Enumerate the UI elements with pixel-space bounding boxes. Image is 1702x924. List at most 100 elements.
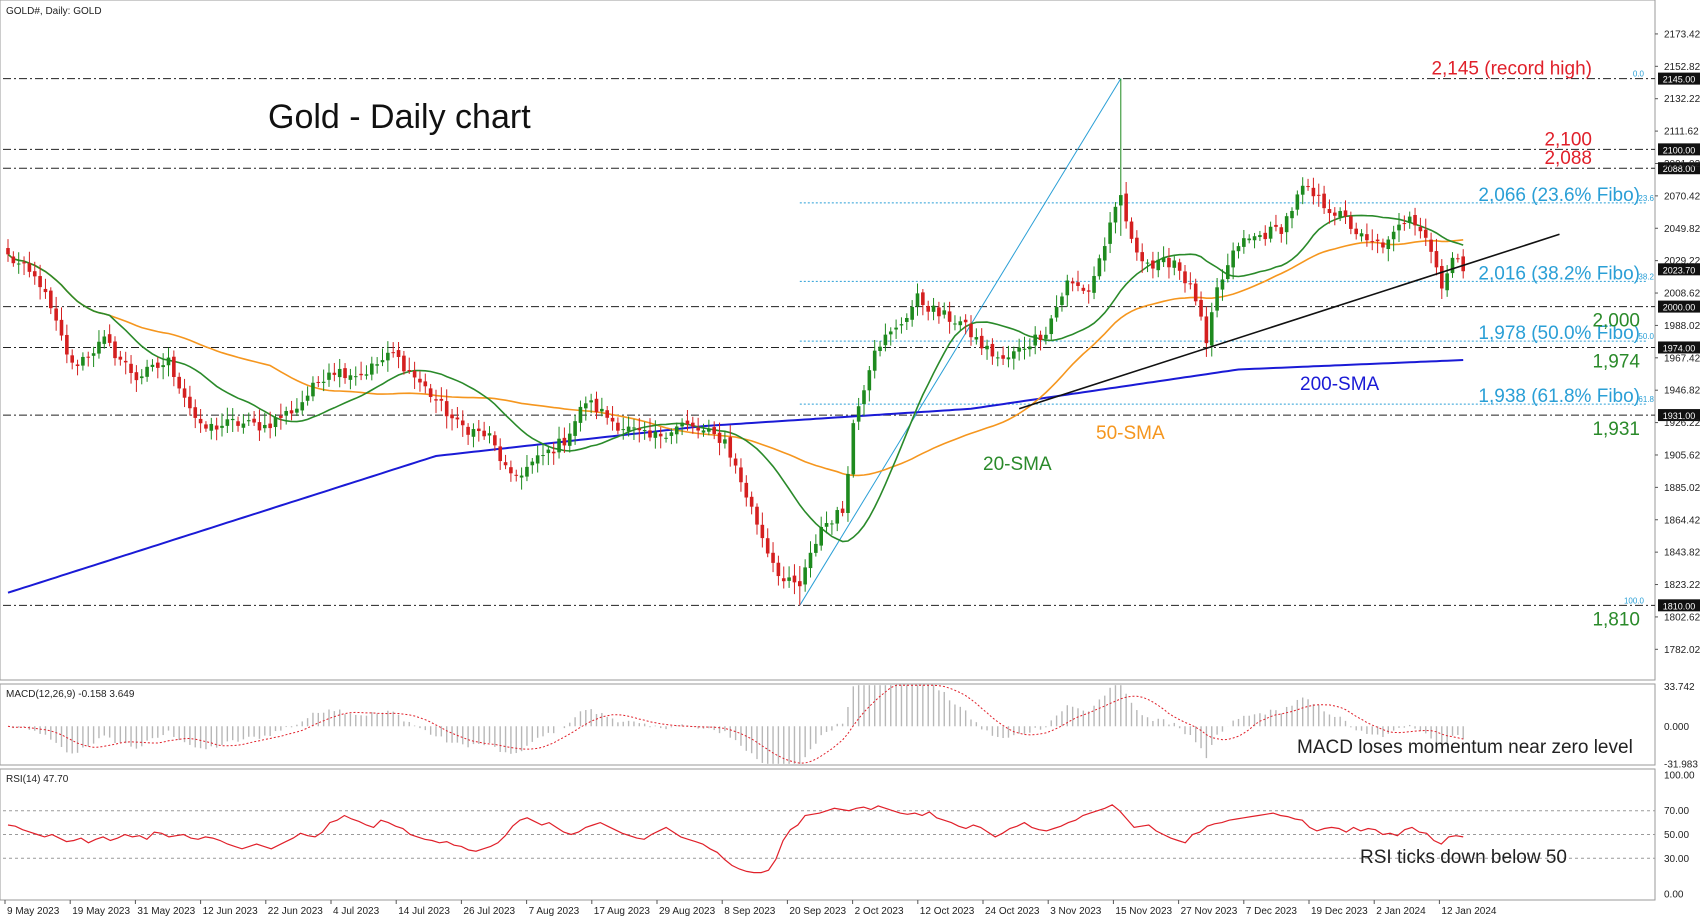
date-tick-label: 22 Jun 2023 bbox=[268, 906, 323, 917]
rsi-tick-label: 50.00 bbox=[1664, 830, 1689, 841]
candle-down bbox=[498, 446, 502, 462]
candle-down bbox=[316, 381, 321, 383]
fibo-label-2: 1,978 (50.0% Fibo) bbox=[1478, 323, 1640, 344]
candle-down bbox=[792, 575, 797, 583]
candle-up bbox=[862, 390, 866, 405]
candle-up bbox=[273, 417, 278, 428]
candle-down bbox=[744, 482, 749, 498]
candle-down bbox=[252, 418, 256, 423]
level-box-red-0 bbox=[1658, 72, 1700, 85]
candle-down bbox=[1193, 283, 1198, 302]
candle-down bbox=[1151, 260, 1155, 269]
sma200-series bbox=[7, 359, 1464, 594]
candle-up bbox=[370, 363, 374, 375]
candle-up bbox=[1012, 351, 1016, 359]
candle-down bbox=[755, 506, 759, 525]
rsi-levels bbox=[3, 810, 1655, 859]
candle-up bbox=[1113, 206, 1118, 223]
candle-up bbox=[680, 422, 684, 427]
price-tick-label: 1885.02 bbox=[1664, 483, 1701, 494]
candle-down bbox=[412, 370, 417, 378]
date-tick-label: 9 May 2023 bbox=[7, 906, 60, 917]
candle-down bbox=[921, 292, 925, 306]
candle-up bbox=[872, 350, 877, 371]
level-label-red-1: 2,100 bbox=[1544, 129, 1592, 150]
candle-up bbox=[931, 305, 936, 312]
candle-up bbox=[525, 466, 529, 477]
candle-up bbox=[974, 337, 979, 340]
candle-down bbox=[188, 396, 192, 409]
candle-down bbox=[739, 467, 743, 483]
candle-up bbox=[1145, 262, 1150, 264]
candle-up bbox=[787, 577, 791, 581]
current-price-box bbox=[1658, 263, 1700, 276]
candle-down bbox=[594, 398, 599, 413]
candle-up bbox=[1450, 257, 1455, 274]
candle-up bbox=[1391, 231, 1396, 240]
price-pane[interactable]: 0.0 100.0 2,066 (23.6% Fibo)23.6 2,016 (38.… bbox=[0, 0, 1701, 681]
price-tick-label: 2029.22 bbox=[1664, 256, 1701, 267]
candle-down bbox=[107, 334, 112, 343]
candle-up bbox=[209, 423, 214, 431]
candle-up bbox=[1295, 194, 1300, 210]
candle-down bbox=[32, 271, 37, 277]
date-tick-label: 2 Oct 2023 bbox=[855, 906, 904, 917]
candle-up bbox=[1407, 216, 1412, 223]
candle-up bbox=[81, 356, 85, 366]
candle-up bbox=[311, 382, 315, 397]
candle-down bbox=[43, 288, 48, 293]
date-tick-label: 7 Dec 2023 bbox=[1246, 906, 1298, 917]
candle-down bbox=[771, 552, 775, 563]
candle-down bbox=[1177, 262, 1182, 271]
candle-down bbox=[236, 421, 240, 426]
macd-annotation: MACD loses momentum near zero level bbox=[1297, 737, 1633, 758]
candle-down bbox=[1204, 316, 1209, 344]
macd-pane[interactable]: 33.742 0.000 -31.983 MACD(12,26,9) -0.158 … bbox=[0, 682, 1698, 770]
date-tick-label: 26 Jul 2023 bbox=[463, 906, 515, 917]
price-tick-label: 1823.22 bbox=[1664, 580, 1701, 591]
candle-up bbox=[364, 374, 369, 376]
candle-up bbox=[1017, 347, 1021, 352]
candle-down bbox=[760, 524, 765, 539]
candle-up bbox=[985, 345, 989, 350]
candle-up bbox=[327, 372, 331, 380]
candle-up bbox=[471, 429, 476, 437]
candle-up bbox=[1386, 239, 1391, 249]
candle-down bbox=[1440, 265, 1444, 289]
candle-up bbox=[589, 400, 593, 403]
level-label-red-0: 2,145 (record high) bbox=[1431, 59, 1592, 80]
candle-down bbox=[1076, 282, 1080, 286]
candle-up bbox=[1049, 318, 1054, 335]
candle-up bbox=[295, 408, 299, 413]
candle-down bbox=[86, 356, 91, 358]
candle-down bbox=[27, 263, 32, 272]
macd-signal bbox=[7, 684, 1464, 764]
candle-up bbox=[305, 395, 310, 401]
candle-down bbox=[11, 256, 16, 264]
candle-up bbox=[1290, 210, 1294, 219]
candle-up bbox=[161, 365, 165, 368]
rsi-axis: 100.00 70.00 50.00 30.00 0.00 bbox=[1664, 771, 1695, 901]
candle-up bbox=[1236, 246, 1241, 252]
date-tick-label: 12 Jun 2023 bbox=[203, 906, 258, 917]
price-tick-label: 2049.82 bbox=[1664, 224, 1701, 235]
candle-down bbox=[1086, 290, 1091, 292]
candle-down bbox=[1354, 228, 1358, 235]
candle-down bbox=[1343, 210, 1348, 217]
candle-up bbox=[353, 376, 358, 378]
candle-up bbox=[674, 426, 679, 435]
date-tick-label: 19 Dec 2023 bbox=[1311, 906, 1368, 917]
candle-down bbox=[1183, 271, 1187, 284]
level-box-red-2 bbox=[1658, 162, 1700, 175]
rsi-tick-label: 70.00 bbox=[1664, 806, 1689, 817]
candle-up bbox=[835, 510, 840, 524]
sma20-line bbox=[7, 214, 1464, 543]
price-tick-label: 2152.82 bbox=[1664, 62, 1701, 73]
candle-up bbox=[578, 406, 583, 423]
candle-down bbox=[1423, 229, 1428, 238]
candle-up bbox=[1097, 258, 1102, 277]
candle-down bbox=[6, 248, 10, 255]
